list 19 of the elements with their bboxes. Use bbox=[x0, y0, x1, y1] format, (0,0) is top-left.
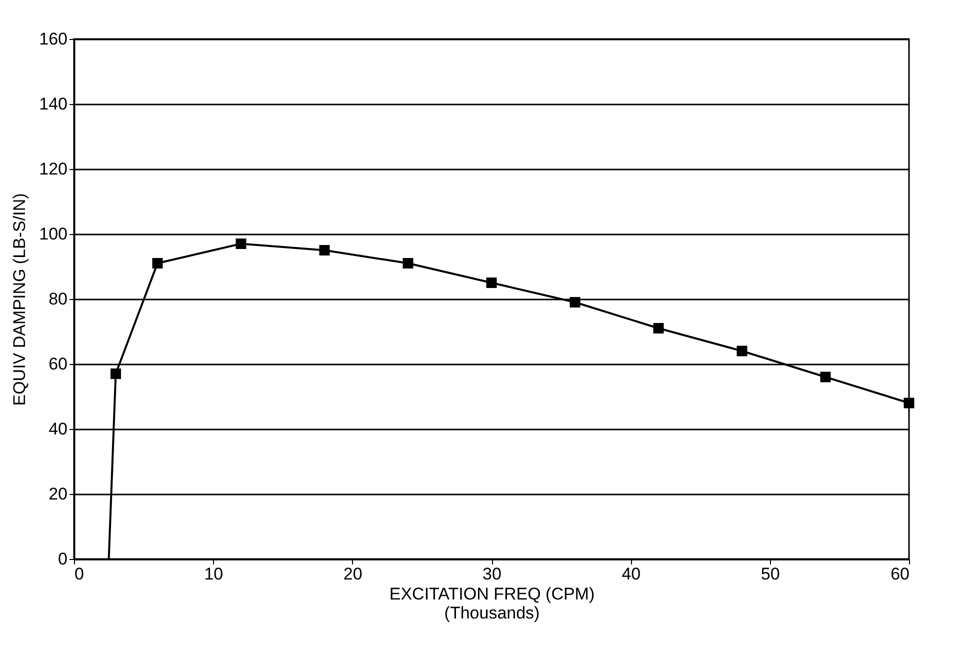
x-tick-label: 60 bbox=[890, 564, 910, 584]
y-axis-title: EQUIV DAMPING (LB-S/IN) bbox=[10, 193, 30, 406]
y-tick-label: 0 bbox=[58, 550, 68, 568]
x-tick-label: 50 bbox=[760, 564, 780, 584]
y-tick-label: 60 bbox=[48, 354, 68, 374]
x-tick-label: 10 bbox=[204, 564, 224, 584]
text: EXCITATION FREQ (CPM) bbox=[389, 584, 595, 604]
text: (Thousands) bbox=[444, 604, 540, 622]
x-tick-label: 40 bbox=[622, 564, 641, 584]
y-tick-label: 120 bbox=[39, 160, 68, 178]
y-tick-label: 160 bbox=[39, 30, 68, 48]
x-tick-label: 0 bbox=[74, 564, 84, 584]
x-tick-label: 30 bbox=[482, 564, 502, 584]
x-tick-label: 20 bbox=[343, 564, 362, 584]
y-tick-label: 20 bbox=[48, 484, 68, 504]
y-tick-label: 40 bbox=[48, 420, 68, 438]
y-tick-label: 80 bbox=[48, 290, 68, 308]
y-tick-label: 100 bbox=[39, 224, 68, 244]
y-tick-label: 140 bbox=[39, 94, 68, 114]
